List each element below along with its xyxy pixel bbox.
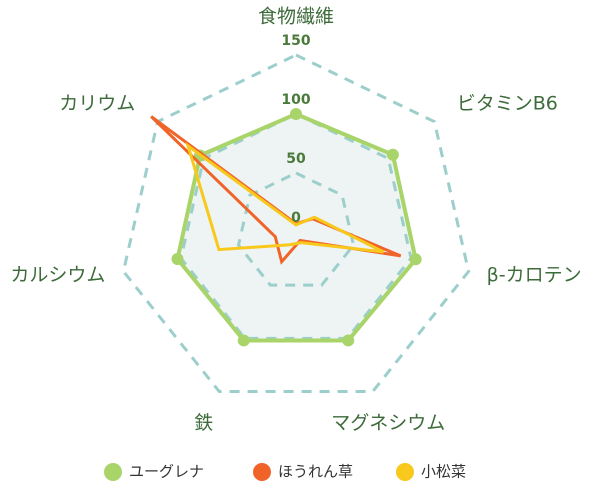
- legend-label: 小松菜: [421, 463, 466, 481]
- tick-label: 0: [291, 210, 301, 226]
- legend-label: ほうれん草: [278, 463, 353, 481]
- point: [386, 148, 399, 161]
- series-line: [185, 142, 385, 254]
- tick-label: 150: [281, 33, 310, 49]
- axis-label: カリウム: [59, 92, 135, 114]
- axis-label: カルシウム: [10, 264, 105, 286]
- grid-ring: [179, 112, 413, 340]
- point: [409, 253, 422, 266]
- axis-label: 鉄: [194, 412, 213, 434]
- legend-label: ユーグレナ: [129, 463, 204, 481]
- axis-label: マグネシウム: [331, 412, 445, 434]
- legend-marker: [104, 463, 122, 481]
- axis-label: β-カロテン: [487, 264, 582, 286]
- tick-label: 50: [286, 151, 306, 167]
- point: [342, 334, 355, 347]
- point: [171, 253, 184, 266]
- legend-marker: [253, 463, 271, 481]
- tick-label: 100: [281, 92, 310, 108]
- grid-ring: [236, 171, 356, 287]
- point: [290, 108, 302, 120]
- axis-label: 食物繊維: [258, 6, 334, 28]
- inner-area: [177, 114, 416, 341]
- legend-marker: [396, 463, 414, 481]
- axis-label: ビタミンB6: [457, 92, 558, 114]
- point: [237, 334, 250, 347]
